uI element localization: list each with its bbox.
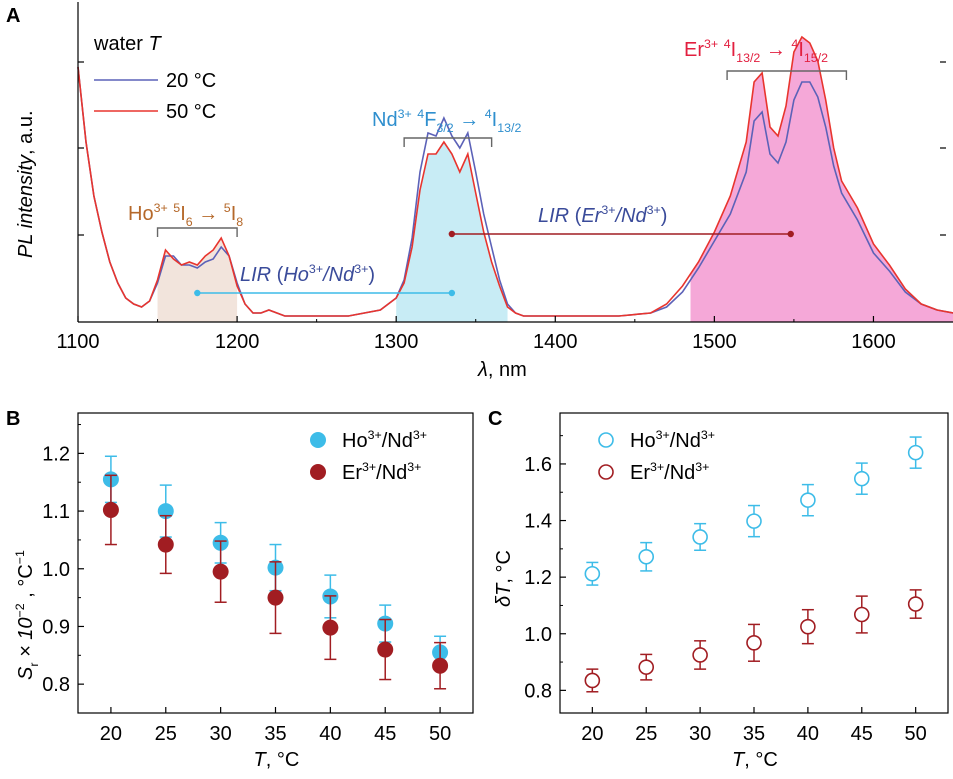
transition-label-ho: Ho3+​ 5​I6​ → 5​I8​ — [128, 201, 243, 229]
point-er — [432, 657, 449, 674]
x-tick-label: 45 — [374, 723, 396, 745]
point-er — [102, 501, 119, 518]
lir-er-endpoint — [787, 230, 794, 238]
point-er — [157, 536, 174, 553]
legend-label-ho: Ho3+​/Nd3+​ — [630, 428, 715, 452]
x-tick-label: 25 — [155, 723, 177, 745]
point-er — [377, 641, 394, 658]
point-ho — [907, 444, 924, 461]
legend-label-20c: 20 °C — [166, 70, 216, 92]
series-line-50c — [77, 35, 953, 317]
x-tick-label: 20 — [581, 723, 603, 745]
point-ho — [638, 548, 655, 565]
y-tick-label: 1.1 — [42, 501, 70, 523]
x-tick-label: 1100 — [56, 331, 99, 353]
legend-marker-ho — [310, 432, 326, 448]
x-axis-label: T, °C — [254, 749, 300, 771]
x-tick-label: 1400 — [533, 331, 578, 353]
x-tick-label: 35 — [264, 723, 286, 745]
x-tick-label: 35 — [743, 723, 765, 745]
point-er — [212, 563, 229, 580]
spectrum-panel: 1100 1200 1300 1400 1500 1600 λ, nm PL intensit… — [15, 2, 953, 381]
x-tick-label: 40 — [797, 723, 819, 745]
point-ho — [800, 492, 816, 508]
bracket-er — [726, 70, 848, 80]
plot-frame — [559, 412, 949, 714]
point-er — [692, 647, 708, 663]
y-tick-label: 1.6 — [524, 454, 552, 476]
y-tick-label: 1.2 — [524, 567, 552, 589]
panel-label-b: B — [6, 408, 20, 430]
x-tick-label: 20 — [100, 723, 122, 745]
uncertainty-panel: 20 25 30 35 40 45 50 0.8 1.0 1.2 1.4 1.6 T, °C Ho3+​/… — [493, 412, 949, 771]
sensitivity-panel: 20 25 30 35 40 45 50 0.8 0.9 1.0 1.1 1.2 T, °C Ho3+​/… — [13, 412, 474, 771]
y-axis-label: δT, °C — [493, 550, 515, 607]
legend-marker-er — [598, 464, 614, 480]
y-tick-label: 0.9 — [42, 616, 70, 638]
lir-ho-label: LIR (Ho3+​/Nd3+​) — [240, 262, 375, 286]
y-axis-label: PL intensity, a.u. — [15, 110, 37, 258]
legend-marker-er — [310, 464, 326, 480]
y-axis-label: Sr​ × 10−2​ , °C−1​ — [13, 550, 41, 680]
x-tick-label: 50 — [429, 723, 451, 745]
panel-label-c: C — [488, 408, 502, 430]
point-ho — [746, 513, 762, 529]
y-tick-label: 1.0 — [524, 624, 552, 646]
x-tick-label: 30 — [210, 723, 232, 745]
y-tick-label: 1.0 — [42, 559, 70, 581]
x-tick-label: 45 — [851, 723, 873, 745]
x-tick-label: 50 — [905, 723, 927, 745]
lir-er-label: LIR (Er3+​/Nd3+​) — [538, 203, 667, 227]
transition-label-er: Er3+​ 4​I13/2​ → 4​I15/2​ — [684, 37, 828, 65]
point-ho — [692, 529, 708, 545]
y-tick-label: 1.2 — [42, 443, 70, 465]
point-er — [638, 659, 655, 675]
x-tick-label: 1600 — [851, 331, 896, 353]
legend-marker-ho — [598, 432, 614, 448]
x-axis-label: λ, nm — [477, 359, 527, 381]
lir-ho-endpoint — [448, 289, 456, 297]
bracket-ho — [156, 227, 238, 237]
x-tick-label: 1200 — [215, 331, 260, 353]
panel-label-a: A — [6, 5, 20, 27]
point-er — [322, 619, 339, 636]
lir-er-endpoint — [448, 230, 456, 238]
x-tick-label: 25 — [635, 723, 657, 745]
band-er — [690, 37, 953, 322]
legend-label-er: Er3+​/Nd3+​ — [342, 460, 421, 484]
point-ho — [584, 565, 601, 582]
x-tick-label: 30 — [689, 723, 711, 745]
legend-title: water T — [93, 33, 162, 55]
x-axis-label: T, °C — [732, 749, 778, 771]
point-er — [853, 606, 870, 623]
point-er — [800, 618, 816, 635]
point-ho — [853, 470, 870, 487]
y-tick-label: 0.8 — [524, 680, 552, 702]
x-tick-label: 40 — [319, 723, 341, 745]
lir-ho-endpoint — [194, 289, 201, 297]
legend-label-er: Er3+​/Nd3+​ — [630, 460, 709, 484]
y-tick-label: 0.8 — [42, 674, 70, 696]
band-ho — [157, 238, 238, 322]
y-tick-label: 1.4 — [524, 511, 552, 533]
x-tick-label: 1500 — [692, 331, 737, 353]
legend-label-ho: Ho3+​/Nd3+​ — [342, 428, 427, 452]
point-er — [267, 589, 284, 606]
x-tick-label: 1300 — [374, 331, 419, 353]
point-er — [907, 596, 924, 612]
bracket-nd — [403, 137, 493, 147]
legend-label-50c: 50 °C — [166, 101, 216, 123]
point-er — [746, 635, 762, 651]
transition-label-nd: Nd3+​ 4​F3/2​ → 4​I13/2​ — [372, 107, 521, 135]
point-er — [584, 672, 601, 689]
